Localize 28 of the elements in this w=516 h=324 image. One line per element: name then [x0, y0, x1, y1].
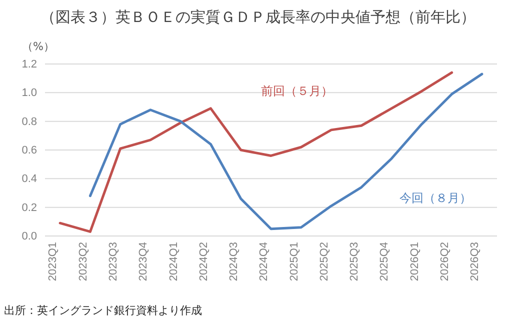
- y-tick-label: 0.6: [22, 144, 37, 157]
- x-tick-label: 2024Q2: [198, 242, 210, 282]
- y-tick-label: 0.2: [22, 202, 37, 214]
- text: 出所：英イングランド銀行資料より作成: [4, 304, 202, 317]
- text: 前回（５月）: [261, 84, 334, 98]
- x-tick-label: 2026Q3: [469, 242, 482, 282]
- x-tick-label: 2026Q1: [408, 242, 421, 282]
- y-tick-label: 0.8: [22, 116, 37, 128]
- line-series: [88, 72, 484, 230]
- text: 今回（８月）: [400, 191, 472, 206]
- x-tick-label: 2023Q2: [77, 242, 90, 282]
- y-tick-label: 1.0: [22, 87, 37, 100]
- x-tick-label: 2025Q4: [378, 242, 391, 282]
- x-tick-label: 2025Q1: [288, 242, 300, 282]
- x-tick-label: 2024Q1: [168, 242, 180, 282]
- x-tick-label: 2023Q3: [107, 242, 120, 282]
- y-axis-title: （%）: [22, 40, 54, 53]
- x-tick-label: 2024Q3: [228, 242, 240, 282]
- x-tick-label: 2025Q2: [318, 242, 330, 282]
- chart-title: （図表３）英ＢＯＥの実質ＧＤＰ成長率の中央値予想（前年比）: [40, 8, 476, 26]
- y-tick-label: 1.2: [22, 58, 37, 71]
- x-tick-label: 2023Q1: [47, 242, 60, 282]
- y-tick-label: 0.0: [22, 230, 37, 243]
- x-tick-label: 2023Q4: [138, 242, 150, 282]
- x-tick-label: 2026Q2: [438, 242, 451, 282]
- x-tick-label: 2025Q3: [348, 242, 361, 282]
- y-tick-label: 0.4: [22, 173, 37, 186]
- x-tick-label: 2024Q4: [258, 242, 270, 282]
